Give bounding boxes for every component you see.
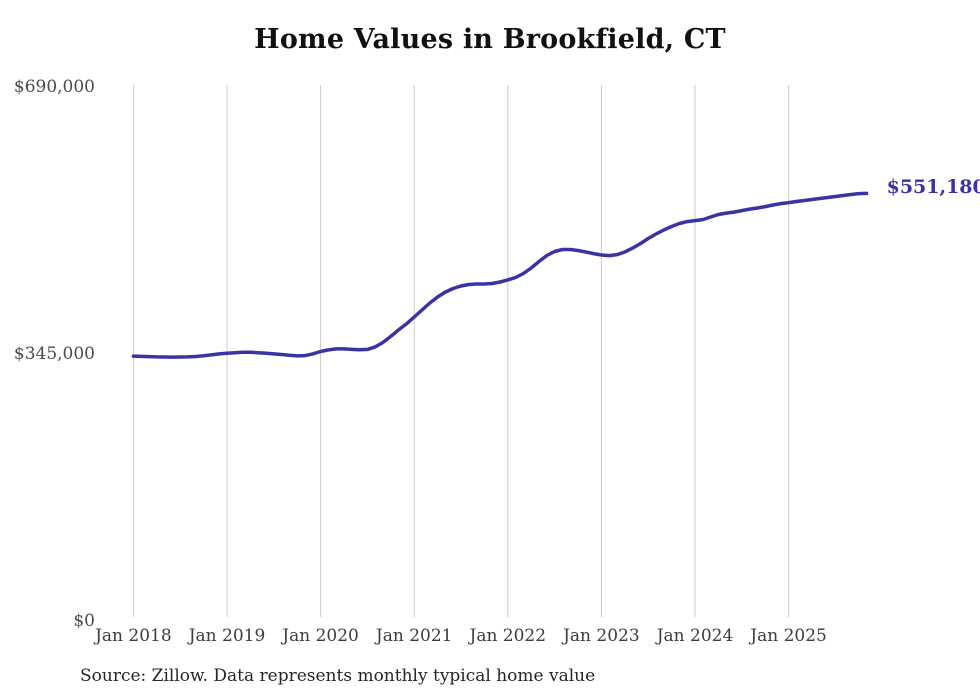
y-tick-label: $0 [73,611,95,631]
chart-title: Home Values in Brookfield, CT [254,24,726,55]
x-axis-labels: Jan 2018 Jan 2019 Jan 2020 Jan 2021 Jan 2022… [93,626,827,646]
end-value-label: $551,180 [887,176,980,198]
x-tick-label: Jan 2021 [374,626,453,646]
y-tick-label: $690,000 [14,77,95,97]
x-tick-label: Jan 2024 [655,626,734,646]
gridlines [132,85,790,617]
x-tick-label: Jan 2025 [748,626,827,646]
value-line [131,191,869,359]
y-tick-label: $345,000 [14,344,95,364]
x-tick-label: Jan 2023 [561,626,640,646]
x-tick-label: Jan 2022 [468,626,547,646]
x-tick-label: Jan 2018 [93,626,172,646]
x-tick-label: Jan 2019 [187,626,266,646]
y-axis-labels: $690,000 $345,000 $0 [14,77,95,631]
x-tick-label: Jan 2020 [280,626,359,646]
source-note: Source: Zillow. Data represents monthly … [80,666,596,686]
